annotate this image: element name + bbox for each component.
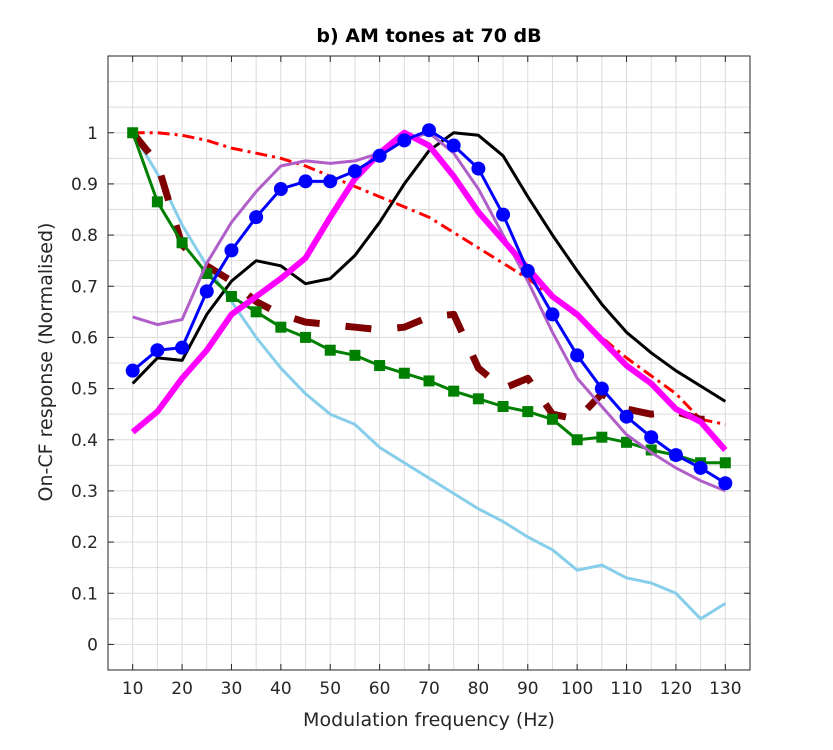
series-blue-circles: [125, 123, 733, 491]
marker-square: [374, 360, 386, 372]
x-tick-label: 130: [709, 679, 741, 699]
x-tick-label: 70: [418, 679, 440, 699]
y-tick-label: 0.2: [71, 533, 98, 553]
x-tick-label: 100: [561, 679, 593, 699]
marker-circle: [619, 409, 634, 424]
x-tick-label: 60: [369, 679, 391, 699]
marker-square: [225, 290, 237, 302]
series-line-black: [131, 131, 727, 403]
y-axis-label: On-CF response (Normalised): [35, 223, 57, 502]
x-tick-label: 120: [660, 679, 692, 699]
plot-series: [125, 123, 733, 621]
marker-square: [472, 393, 484, 405]
y-tick-label: 0.9: [71, 175, 98, 195]
marker-circle: [496, 207, 511, 222]
marker-circle: [397, 133, 412, 148]
marker-square: [275, 321, 287, 333]
marker-square: [423, 375, 435, 387]
series-red-dashdot: [132, 131, 726, 426]
y-tick-label: 0.3: [71, 482, 98, 502]
y-tick-label: 1: [87, 124, 98, 144]
y-tick-label: 0.6: [71, 328, 98, 348]
marker-square: [522, 406, 534, 418]
marker-square: [250, 306, 262, 318]
marker-circle: [644, 430, 659, 445]
x-tick-label: 40: [270, 679, 292, 699]
series-magenta: [130, 129, 728, 452]
x-tick-label: 20: [171, 679, 193, 699]
marker-square: [571, 434, 583, 446]
marker-circle: [298, 174, 313, 189]
marker-circle: [224, 243, 239, 258]
marker-circle: [347, 164, 362, 179]
marker-circle: [471, 161, 486, 176]
y-tick-label: 0.1: [71, 584, 98, 604]
marker-square: [596, 431, 608, 443]
series-black: [131, 131, 727, 403]
marker-circle: [520, 263, 535, 278]
x-tick-label: 80: [468, 679, 490, 699]
y-tick-label: 0.5: [71, 380, 98, 400]
marker-circle: [422, 123, 436, 138]
marker-circle: [446, 138, 461, 153]
marker-square: [546, 413, 558, 425]
marker-circle: [323, 174, 338, 189]
x-axis-label: Modulation frequency (Hz): [303, 709, 555, 731]
marker-square: [300, 331, 312, 343]
x-tick-label: 30: [221, 679, 243, 699]
marker-circle: [594, 381, 609, 396]
ticks: 10 20 30 40 50 60 70 80 90 100 110 120 130 0 0.1 0.2 0.3…: [71, 56, 750, 699]
series-green-squares: [127, 127, 731, 469]
y-tick-label: 0.8: [71, 226, 98, 246]
marker-square: [497, 400, 509, 412]
marker-circle: [668, 448, 683, 463]
marker-square: [398, 367, 410, 379]
x-tick-label: 90: [517, 679, 539, 699]
x-tick-label: 10: [122, 679, 144, 699]
marker-square: [621, 436, 633, 448]
marker-square: [349, 349, 361, 361]
marker-square: [201, 267, 213, 279]
marker-circle: [693, 460, 708, 475]
y-tick-label: 0.7: [71, 277, 98, 297]
marker-circle: [718, 476, 733, 491]
marker-circle: [175, 340, 190, 355]
x-tick-label: 50: [319, 679, 341, 699]
marker-square: [448, 385, 460, 397]
marker-square: [324, 344, 336, 356]
marker-circle: [545, 307, 560, 322]
marker-circle: [372, 148, 387, 163]
marker-square: [127, 127, 139, 139]
marker-circle: [249, 210, 264, 225]
series-line-red-dashdot: [132, 131, 726, 426]
chart-title: b) AM tones at 70 dB: [316, 25, 541, 47]
marker-circle: [125, 363, 140, 378]
y-tick-label: 0: [87, 635, 98, 655]
marker-square: [151, 196, 163, 208]
marker-circle: [199, 284, 214, 299]
marker-circle: [273, 182, 288, 197]
marker-circle: [150, 343, 165, 358]
y-tick-label: 0.4: [71, 431, 98, 451]
marker-square: [719, 457, 731, 469]
marker-square: [645, 444, 657, 456]
marker-square: [176, 237, 188, 249]
marker-circle: [570, 348, 585, 363]
x-tick-label: 110: [610, 679, 642, 699]
series-line-magenta: [130, 129, 728, 452]
